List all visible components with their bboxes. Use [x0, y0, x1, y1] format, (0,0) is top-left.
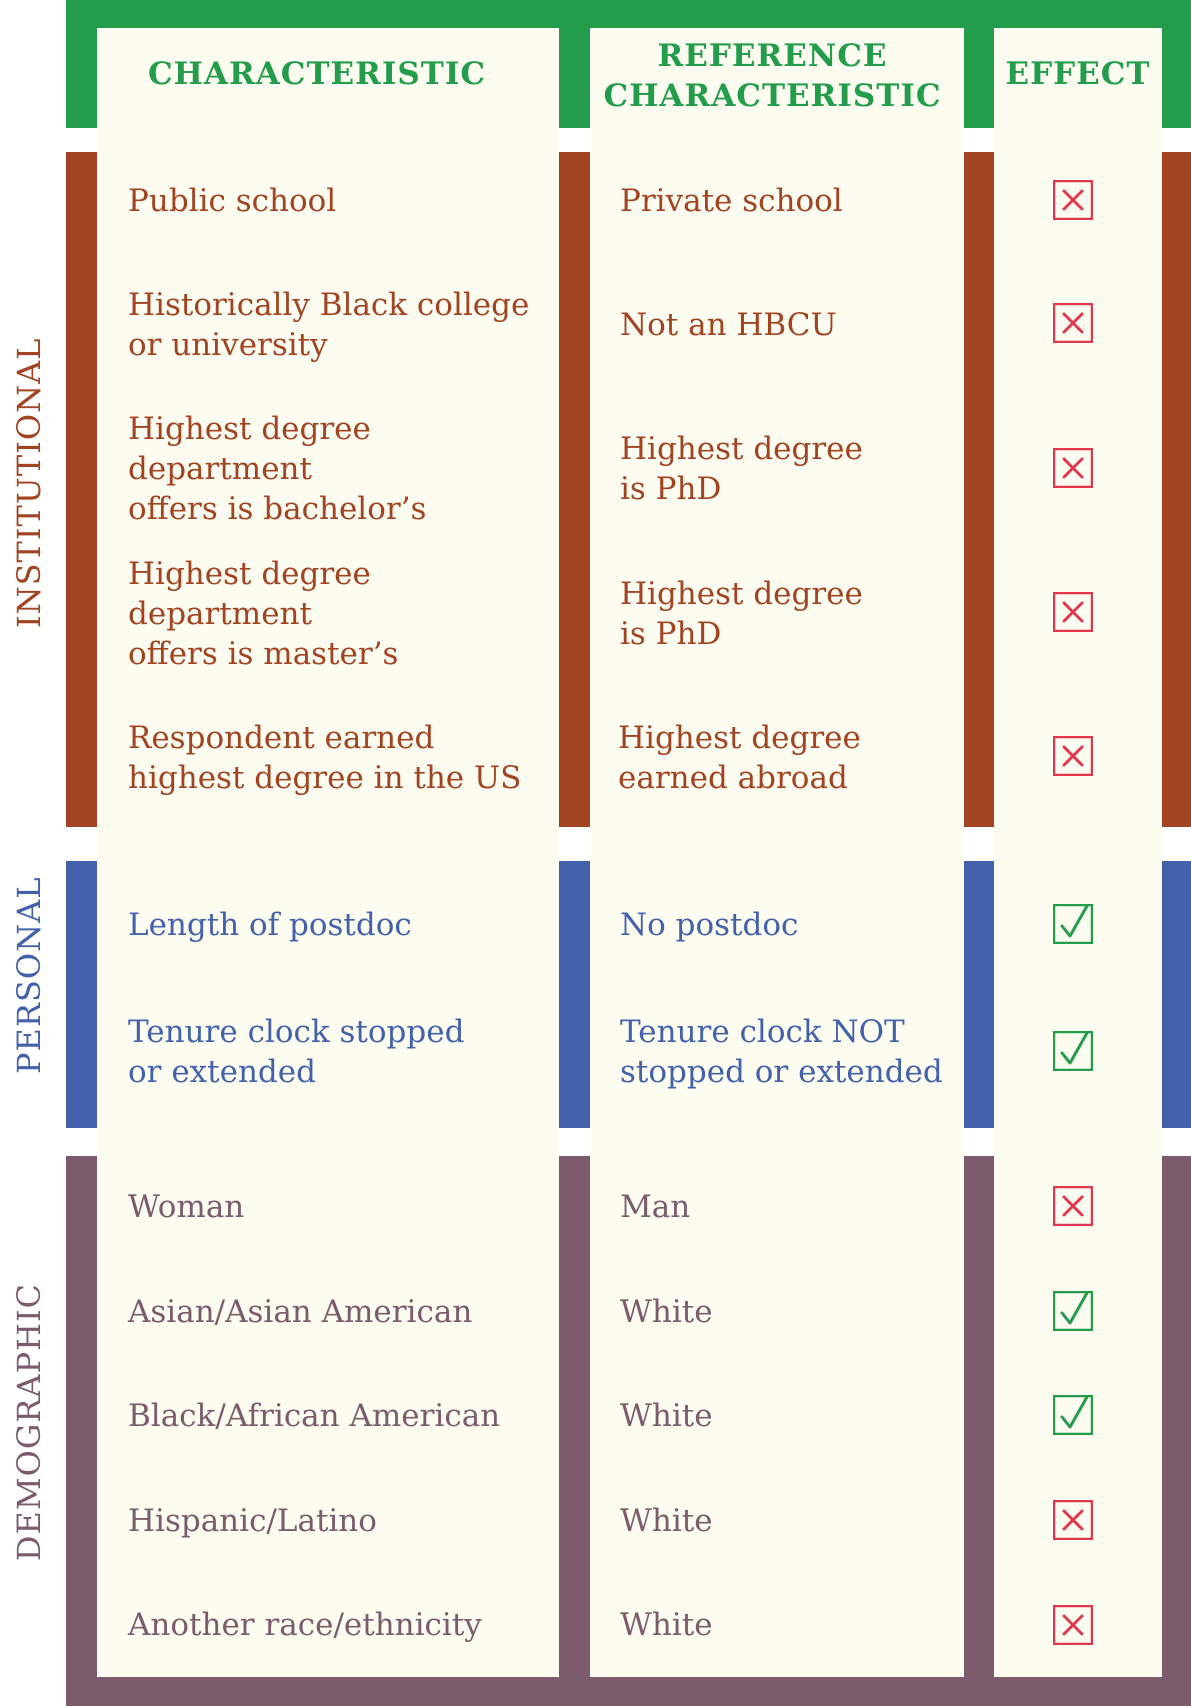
x-box-icon: [1053, 592, 1093, 632]
x-box-icon: [1053, 1500, 1093, 1540]
reference-column: [590, 28, 964, 1677]
reference-cell: White: [620, 1503, 713, 1539]
reference-cell: White: [620, 1398, 713, 1434]
x-box-icon: [1053, 1605, 1093, 1645]
x-box-icon: [1053, 180, 1093, 220]
x-box-icon: [1053, 736, 1093, 776]
reference-cell: Highest degree is PhD: [620, 431, 863, 507]
characteristic-cell: Public school: [128, 183, 337, 219]
characteristic-cell: Another race/ethnicity: [128, 1607, 482, 1643]
x-box-icon: [1053, 1186, 1093, 1226]
x-box-icon: [1053, 303, 1093, 343]
header-reference: REFERENCE CHARACTERISTIC: [603, 38, 942, 114]
check-box-icon: [1053, 1031, 1093, 1071]
reference-cell: Private school: [620, 183, 843, 219]
reference-cell: Tenure clock NOT stopped or extended: [620, 1014, 943, 1090]
characteristic-cell: Tenure clock stopped or extended: [128, 1014, 465, 1090]
x-box-icon: [1053, 448, 1093, 488]
reference-cell: Highest degree earned abroad: [618, 720, 861, 796]
reference-cell: Not an HBCU: [620, 307, 837, 343]
check-box-icon: [1053, 1395, 1093, 1435]
characteristic-cell: Asian/Asian American: [128, 1294, 473, 1330]
header-characteristic: CHARACTERISTIC: [147, 56, 487, 92]
characteristic-cell: Historically Black college or university: [128, 287, 530, 363]
reference-cell: White: [620, 1294, 713, 1330]
characteristic-cell: Hispanic/Latino: [128, 1503, 377, 1539]
reference-cell: Man: [620, 1189, 691, 1225]
check-box-icon: [1053, 1291, 1093, 1331]
reference-cell: No postdoc: [620, 907, 799, 943]
reference-cell: White: [620, 1607, 713, 1643]
characteristic-cell: Woman: [128, 1189, 245, 1225]
characteristic-cell: Respondent earned highest degree in the …: [128, 720, 522, 796]
group-label-institutional: INSTITUTIONAL: [10, 337, 48, 628]
group-label-personal: PERSONAL: [10, 876, 48, 1075]
reference-cell: Highest degree is PhD: [620, 576, 863, 652]
characteristic-cell: Black/African American: [128, 1398, 501, 1434]
check-box-icon: [1053, 904, 1093, 944]
characteristic-column: [97, 28, 559, 1677]
group-label-demographic: DEMOGRAPHIC: [10, 1282, 48, 1562]
header-effect: EFFECT: [1005, 56, 1151, 92]
characteristic-cell: Length of postdoc: [128, 907, 412, 943]
characteristic-cell: Highest degree department offers is bach…: [128, 411, 426, 527]
characteristic-cell: Highest degree department offers is mast…: [128, 556, 398, 672]
